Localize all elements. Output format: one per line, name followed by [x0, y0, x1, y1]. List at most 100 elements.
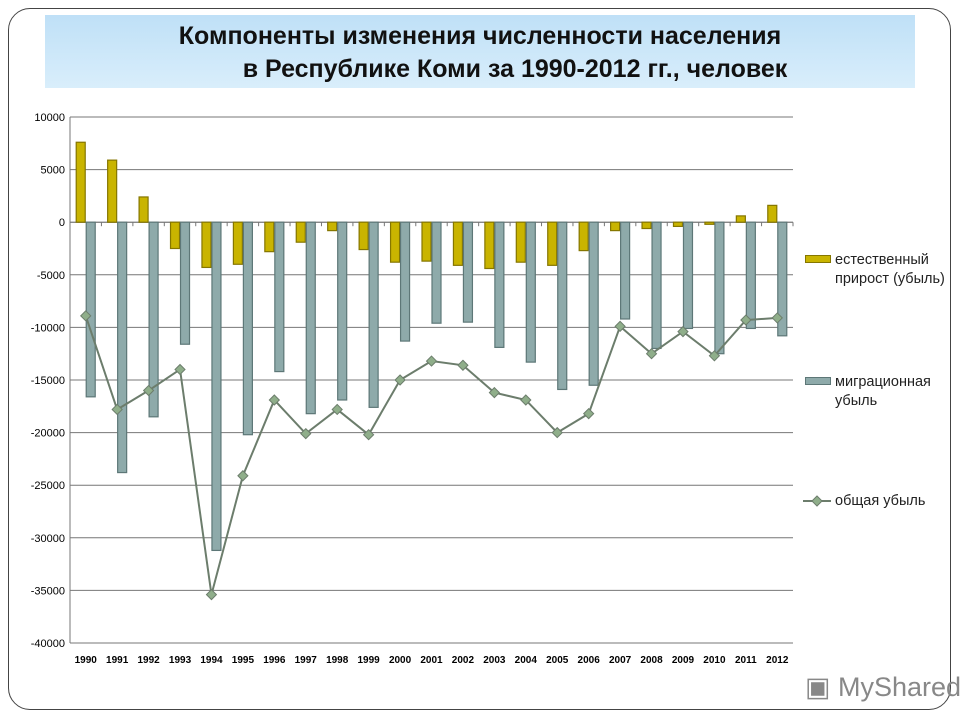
- migration-bar: [368, 221, 379, 408]
- migration-bar: [211, 221, 222, 552]
- x-tick-label: 1996: [263, 655, 286, 666]
- natural-bar: [735, 215, 746, 223]
- total-marker: [331, 403, 343, 416]
- natural-bar: [138, 196, 149, 223]
- total-marker: [582, 407, 595, 420]
- natural-bar: [641, 221, 652, 230]
- y-tick-label: 10000: [34, 112, 65, 124]
- natural-bar: [75, 141, 86, 223]
- total-marker: [300, 427, 312, 440]
- total-marker: [677, 325, 689, 338]
- migration-bar: [588, 221, 599, 386]
- total-marker: [425, 355, 438, 367]
- x-tick-label: 2002: [452, 655, 475, 666]
- x-tick-label: 1999: [358, 655, 381, 666]
- migration-bar: [745, 221, 756, 330]
- slide-frame: [8, 8, 951, 710]
- total-marker: [174, 363, 186, 376]
- total-marker: [551, 426, 563, 439]
- natural-bar: [452, 221, 464, 266]
- natural-bar: [107, 159, 118, 223]
- x-tick-label: 2009: [672, 655, 695, 666]
- migration-bar: [620, 221, 631, 320]
- y-tick-label: -5000: [37, 270, 65, 282]
- x-tick-label: 1992: [137, 655, 160, 666]
- y-tick-label: -30000: [31, 533, 65, 545]
- legend-line-marker-icon: [803, 495, 831, 507]
- total-marker: [394, 374, 406, 386]
- y-tick-label: 5000: [41, 165, 65, 177]
- x-tick-label: 1995: [232, 655, 255, 666]
- y-tick-label: -40000: [31, 638, 65, 650]
- x-tick-label: 2007: [609, 655, 632, 666]
- chart-title: Компоненты изменения численности населен…: [45, 20, 915, 86]
- x-tick-label: 1994: [200, 655, 223, 666]
- total-marker: [740, 314, 752, 326]
- natural-bar: [232, 221, 243, 265]
- total-marker: [142, 384, 155, 397]
- y-tick-label: -15000: [31, 375, 65, 387]
- migration-bar: [462, 221, 474, 323]
- x-tick-label: 2005: [546, 655, 569, 666]
- migration-bar: [714, 221, 725, 355]
- migration-bar: [305, 221, 316, 415]
- migration-bar: [651, 221, 662, 350]
- migration-bar: [85, 221, 96, 398]
- x-tick-label: 1990: [75, 655, 98, 666]
- total-marker: [520, 394, 532, 406]
- migration-bar: [682, 221, 694, 330]
- natural-bar: [484, 221, 495, 270]
- total-marker: [237, 470, 249, 482]
- y-tick-label: -35000: [31, 585, 65, 597]
- natural-bar: [610, 221, 621, 232]
- migration-bar: [777, 221, 788, 337]
- x-tick-label: 2001: [420, 655, 443, 666]
- natural-bar: [295, 221, 306, 243]
- migration-bar: [274, 221, 285, 373]
- x-tick-label: 1998: [326, 655, 349, 666]
- title-line-1: Компоненты изменения численности населен…: [178, 22, 782, 50]
- natural-bar: [672, 221, 684, 228]
- total-marker: [614, 320, 626, 333]
- x-tick-label: 2006: [578, 655, 601, 666]
- natural-bar: [704, 221, 715, 225]
- x-tick-label: 2010: [703, 655, 726, 666]
- natural-bar: [389, 221, 401, 263]
- natural-bar: [358, 221, 369, 251]
- natural-bar: [264, 221, 275, 253]
- migration-bar: [431, 221, 442, 324]
- total-marker: [80, 310, 92, 322]
- x-tick-label: 2004: [515, 655, 538, 666]
- total-marker: [362, 428, 375, 441]
- total-marker: [708, 350, 721, 362]
- migration-bar: [557, 221, 568, 391]
- total-marker: [268, 394, 281, 406]
- migration-bar: [399, 221, 411, 342]
- migration-bar: [525, 221, 536, 363]
- total-marker: [645, 347, 658, 360]
- natural-bar: [547, 221, 558, 266]
- migration-bar: [494, 221, 505, 348]
- legend-swatch-natural: [805, 255, 831, 263]
- total-marker: [488, 386, 501, 399]
- y-tick-label: -20000: [31, 428, 65, 440]
- natural-bar: [169, 221, 181, 250]
- legend-label-total: общая убыль: [835, 493, 926, 509]
- title-line-2: в Республике Коми за 1990-2012 гг., чело…: [242, 55, 788, 83]
- title-banner: [45, 15, 915, 88]
- total-marker: [111, 403, 123, 416]
- natural-bar: [327, 221, 338, 232]
- total-marker: [205, 588, 218, 601]
- natural-bar: [201, 221, 212, 269]
- x-tick-label: 2011: [735, 655, 757, 666]
- total-marker: [771, 312, 783, 324]
- natural-bar: [515, 221, 526, 263]
- legend-label-natural: естественный прирост (убыль): [835, 252, 945, 287]
- x-tick-label: 2008: [640, 655, 663, 666]
- x-tick-label: 1993: [169, 655, 192, 666]
- natural-bar: [767, 204, 778, 223]
- y-tick-label: -25000: [31, 480, 65, 492]
- x-tick-label: 2012: [766, 655, 789, 666]
- natural-bar: [578, 221, 589, 252]
